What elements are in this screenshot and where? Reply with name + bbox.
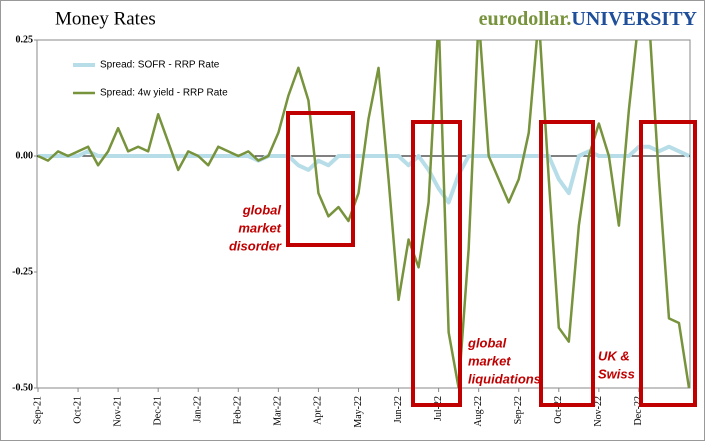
x-tick-label: Jul-22 [433, 396, 444, 421]
highlight-box [411, 120, 462, 407]
y-tick-label: -0.50 [12, 382, 33, 393]
series-line [37, 40, 690, 388]
x-tick-label: Nov-22 [593, 396, 604, 427]
annotation: market [238, 220, 281, 235]
x-tick-label: Dec-21 [152, 396, 163, 425]
x-tick-label: Oct-21 [72, 396, 83, 424]
annotation: global [467, 335, 507, 350]
x-tick-label: Apr-22 [313, 396, 324, 425]
x-tick-label: Aug-22 [473, 396, 484, 427]
brand-b: UNIVERSITY [571, 8, 697, 30]
plot-border [36, 39, 691, 389]
x-tick-label: Oct-22 [553, 396, 564, 424]
annotation: market [468, 353, 511, 368]
legend-label: Spread: 4w yield - RRP Rate [100, 88, 228, 99]
y-tick-label: 0.00 [16, 150, 34, 161]
x-tick-label: Sep-22 [513, 396, 524, 424]
highlight-box [286, 111, 355, 247]
chart-title: Money Rates [55, 8, 156, 29]
y-tick-label: 0.25 [16, 34, 34, 45]
x-tick-label: Nov-21 [112, 396, 123, 427]
x-tick-label: Dec-22 [633, 396, 644, 425]
brand: eurodollar.UNIVERSITY [479, 8, 698, 30]
x-tick-label: Feb-22 [233, 396, 244, 424]
x-tick-label: Jan-22 [193, 396, 204, 423]
x-tick-label: Jun-22 [393, 396, 404, 423]
y-tick-label: -0.25 [12, 266, 33, 277]
highlight-box [639, 120, 697, 407]
annotation: global [242, 202, 282, 217]
brand-a: eurodollar. [479, 8, 572, 30]
legend-label: Spread: SOFR - RRP Rate [100, 60, 220, 71]
plot-lines [37, 40, 690, 388]
annotation: liquidations [468, 371, 541, 386]
annotation: Swiss [598, 366, 635, 381]
x-tick-label: May-22 [353, 396, 364, 428]
highlight-box [539, 120, 595, 407]
annotation: UK & [598, 348, 630, 363]
x-tick-label: Sep-21 [32, 396, 43, 424]
annotation: disorder [229, 238, 282, 253]
x-tick-label: Mar-22 [273, 396, 284, 426]
